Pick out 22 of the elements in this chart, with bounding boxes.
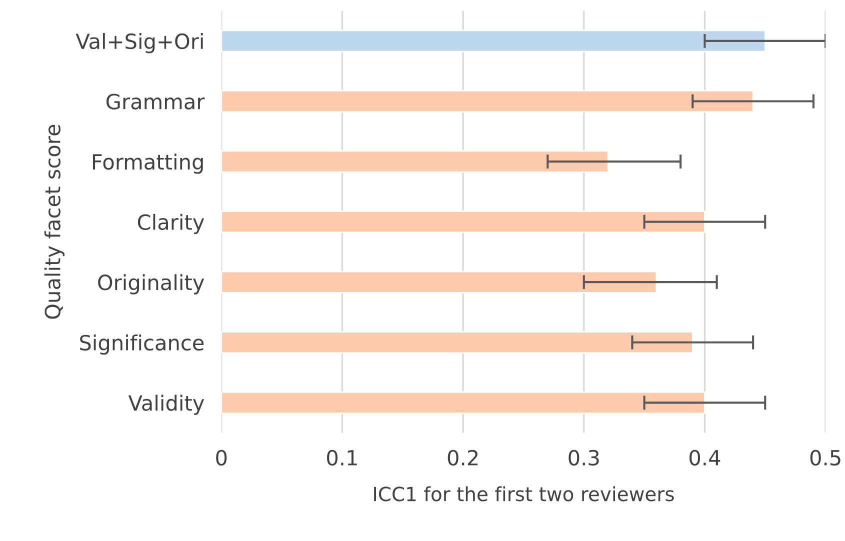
bar	[221, 210, 706, 234]
y-tick-label: Formatting	[92, 154, 203, 174]
x-axis-title: ICC1 for the first two reviewers	[374, 486, 674, 502]
bar	[221, 331, 694, 354]
bar	[221, 391, 706, 414]
y-axis-title: Quality facet score	[44, 124, 65, 319]
x-tick-label: 0.1	[327, 450, 357, 466]
bar	[221, 150, 609, 173]
bar	[221, 90, 754, 112]
y-tick-label: Significance	[80, 334, 204, 355]
x-tick-label: 0.4	[690, 450, 720, 466]
bar	[221, 270, 658, 294]
y-tick-label: Val+Sig+Ori	[76, 33, 203, 54]
y-tick-label: Grammar	[106, 94, 205, 110]
y-tick-label: Validity	[128, 394, 204, 415]
x-tick-label: 0.5	[810, 450, 840, 466]
y-tick-label: Clarity	[138, 214, 204, 234]
x-tick-label: 0.2	[448, 450, 478, 466]
bar	[221, 30, 766, 52]
x-tick-label: 0	[216, 450, 227, 466]
y-tick-label: Originality	[98, 274, 204, 294]
x-tick-label: 0.3	[568, 450, 599, 466]
